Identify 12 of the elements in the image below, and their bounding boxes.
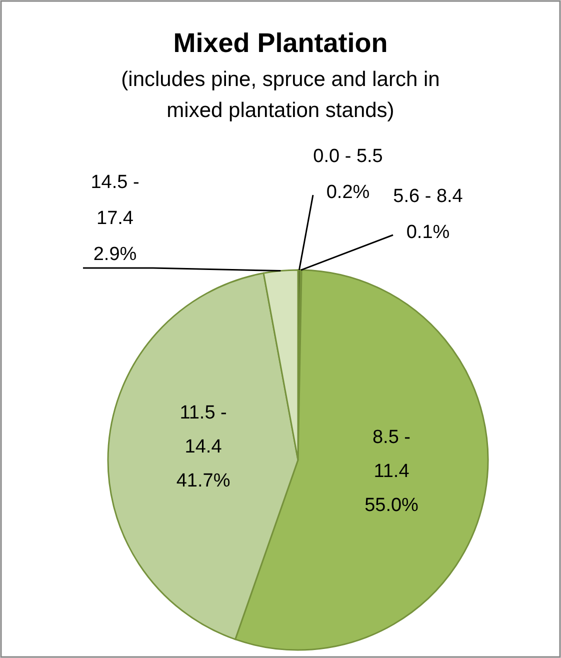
chart-subtitle: (includes pine, spruce and larch in mixed plantation stands)	[121, 68, 440, 122]
slice-label: 8.5 - 11.4	[372, 426, 411, 482]
data-label: 55.0%	[364, 494, 419, 516]
slice-label: 0.0 - 5.5	[313, 146, 383, 167]
slice-label: 14.5 - 17.4	[90, 172, 140, 229]
chart-title: Mixed Plantation	[173, 28, 388, 58]
slice-label: 5.6 - 8.4	[393, 186, 464, 207]
data-label: 0.2%	[326, 182, 370, 203]
data-label: 2.9%	[93, 244, 137, 265]
data-label: 0.1%	[406, 222, 450, 243]
data-label: 41.7%	[176, 470, 230, 492]
slice-label: 11.5 - 14.4	[180, 402, 227, 458]
